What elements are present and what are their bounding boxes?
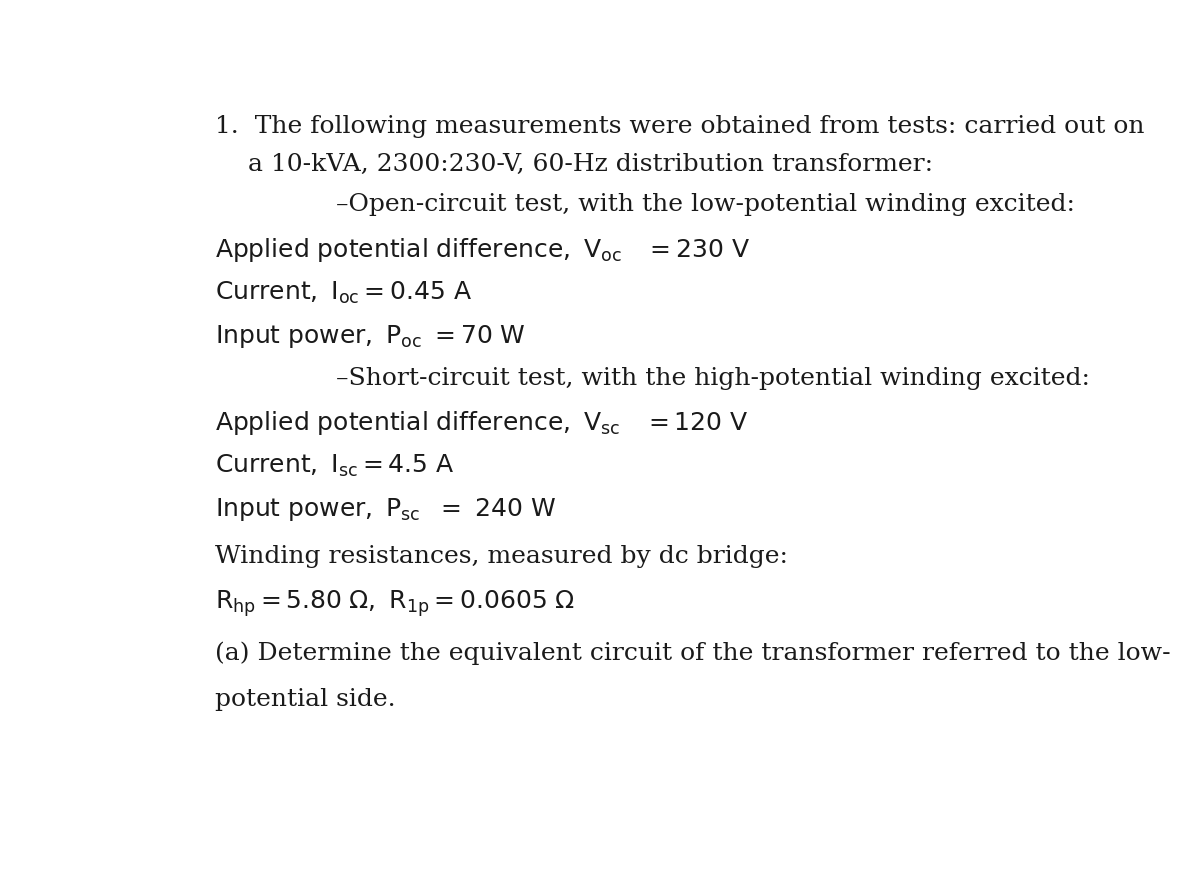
Text: $\mathdefault{R_{hp}=5.80\ \Omega,\ R_{1p}=0.0605\ \Omega}$: $\mathdefault{R_{hp}=5.80\ \Omega,\ R_{1… xyxy=(215,589,575,619)
Text: –Short-circuit test, with the high-potential winding excited:: –Short-circuit test, with the high-poten… xyxy=(336,366,1090,389)
Text: $\mathdefault{Current,\ I_{oc}=0.45\ A}$: $\mathdefault{Current,\ I_{oc}=0.45\ A}$ xyxy=(215,280,472,306)
Text: $\mathdefault{Applied\ potential\ difference,\ V_{sc}\ \ \ =120\ V}$: $\mathdefault{Applied\ potential\ differ… xyxy=(215,410,749,437)
Text: $\mathdefault{Input\ power,\ P_{oc}\ =70\ W}$: $\mathdefault{Input\ power,\ P_{oc}\ =70… xyxy=(215,322,526,350)
Text: 1.  The following measurements were obtained from tests: carried out on: 1. The following measurements were obtai… xyxy=(215,115,1145,138)
Text: potential side.: potential side. xyxy=(215,688,396,711)
Text: $\mathdefault{Applied\ potential\ difference,\ V_{oc}\ \ \ =230\ V}$: $\mathdefault{Applied\ potential\ differ… xyxy=(215,236,750,264)
Text: Winding resistances, measured by dc bridge:: Winding resistances, measured by dc brid… xyxy=(215,545,788,568)
Text: a 10-kVA, 2300:230-V, 60-Hz distribution transformer:: a 10-kVA, 2300:230-V, 60-Hz distribution… xyxy=(247,153,932,176)
Text: $\mathdefault{Input\ power,\ P_{sc}\ \ =\ 240\ W}$: $\mathdefault{Input\ power,\ P_{sc}\ \ =… xyxy=(215,496,556,523)
Text: –Open-circuit test, with the low-potential winding excited:: –Open-circuit test, with the low-potenti… xyxy=(336,193,1075,216)
Text: (a) Determine the equivalent circuit of the transformer referred to the low-: (a) Determine the equivalent circuit of … xyxy=(215,642,1171,665)
Text: $\mathdefault{Current,\ I_{sc}=4.5\ A}$: $\mathdefault{Current,\ I_{sc}=4.5\ A}$ xyxy=(215,453,455,479)
